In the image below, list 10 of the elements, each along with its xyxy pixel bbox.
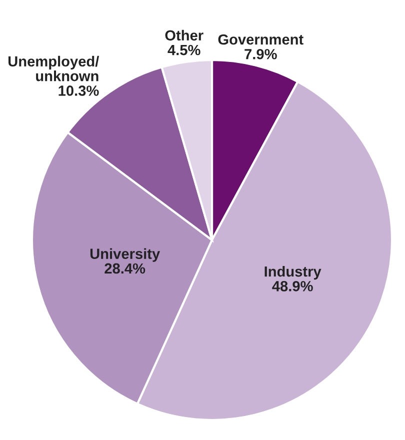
slice-label: Other [165, 30, 204, 41]
data-label: 28.4% [104, 263, 146, 274]
slice-label: Government [218, 34, 304, 45]
slice-label: Unemployed/ unknown [8, 56, 100, 82]
data-label: 4.5% [168, 44, 200, 56]
data-label: 48.9% [272, 281, 313, 292]
slice-label: Industry [264, 266, 322, 280]
data-label: 10.3% [58, 86, 99, 96]
slice-label: University [90, 248, 160, 262]
data-label: 7.9% [244, 48, 277, 60]
